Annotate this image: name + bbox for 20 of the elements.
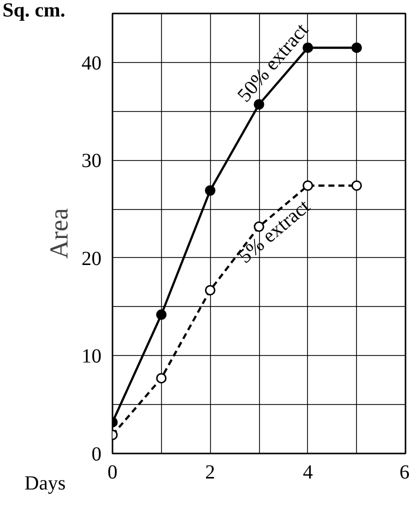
point [156, 372, 167, 384]
y-tick-label: 20 [82, 248, 102, 270]
point [351, 42, 362, 53]
y-tick-label: 0 [92, 444, 102, 466]
text: Sq. cm. [2, 0, 66, 22]
x-tick-label: 2 [205, 462, 216, 484]
x-axis-title: Days [24, 472, 66, 494]
y-tick-label: 40 [82, 52, 102, 74]
y-tick-label: 10 [82, 346, 102, 368]
point [302, 180, 314, 191]
x-tick-label: 6 [400, 462, 409, 484]
point [204, 185, 216, 196]
point [351, 180, 362, 191]
point [156, 309, 167, 320]
point [204, 284, 216, 296]
y-axis-title: Area [44, 208, 74, 259]
x-tick-label: 4 [302, 462, 313, 484]
x-tick-label: 0 [108, 462, 118, 484]
y-tick-label: 30 [82, 150, 102, 172]
point [254, 221, 264, 232]
